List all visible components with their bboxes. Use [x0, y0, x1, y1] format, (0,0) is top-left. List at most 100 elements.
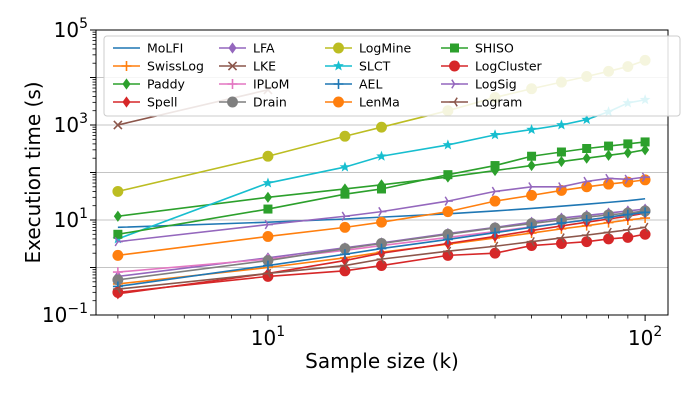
data-point-logcluster: [622, 231, 634, 243]
legend-item-lke: LKE: [219, 59, 276, 74]
data-point-shiso: [340, 189, 350, 199]
legend-item-drain: Drain: [219, 95, 287, 110]
x-tick-label: 101: [251, 324, 285, 350]
data-point-logsig: [444, 196, 453, 206]
legend-marker: [333, 96, 344, 108]
data-point-shiso: [604, 141, 614, 151]
legend-marker: [227, 79, 238, 89]
data-point-ael: [556, 218, 567, 229]
data-point-lke: [113, 120, 123, 130]
data-point-shiso: [376, 184, 386, 194]
legend-item-lenma: LenMa: [325, 95, 400, 110]
data-point-ael: [263, 260, 273, 271]
data-point-slct: [376, 150, 387, 161]
data-point-slct: [556, 119, 567, 130]
data-point-logcluster: [581, 236, 593, 248]
data-point-ael: [442, 234, 453, 245]
series-ael: [112, 207, 651, 292]
data-point-paddy: [113, 210, 122, 222]
data-point-shiso: [443, 170, 453, 180]
series-line-molfi: [117, 197, 646, 229]
data-point-paddy: [604, 149, 613, 161]
data-point-logsig: [378, 206, 387, 217]
y-tick-label: 105: [54, 16, 88, 42]
data-point-logcluster: [376, 260, 387, 271]
data-point-shiso: [582, 144, 592, 154]
legend-item-swisslog: SwissLog: [113, 59, 204, 74]
legend-marker: [333, 42, 344, 54]
legend-label: MoLFI: [147, 41, 183, 56]
legend: MoLFI SwissLog Paddy Spell LFA LKE IPLoM Drain L…: [103, 35, 681, 117]
data-point-logcluster: [639, 228, 651, 240]
data-point-logsig: [264, 219, 273, 230]
data-point-shiso: [263, 204, 273, 214]
data-point-ael: [603, 212, 614, 223]
data-point-lenma: [603, 178, 615, 190]
data-point-ael: [526, 222, 537, 233]
data-point-logram: [442, 246, 452, 256]
data-point-lenma: [112, 249, 124, 261]
data-point-paddy: [263, 191, 273, 203]
legend-marker: [451, 79, 460, 89]
data-point-slct: [339, 161, 351, 172]
y-tick-label: 10−1: [42, 301, 88, 327]
legend-marker: [122, 96, 131, 108]
ticks: 101 102 10−1 101 103 105: [42, 16, 662, 350]
legend-label: SwissLog: [147, 59, 204, 74]
legend-item-logmine: LogMine: [325, 41, 412, 56]
data-point-lenma: [581, 181, 593, 193]
legend-item-shiso: SHISO: [441, 41, 514, 56]
legend-marker: [333, 60, 344, 71]
legend-item-lfa: LFA: [219, 41, 275, 56]
data-point-logram: [622, 225, 632, 235]
data-point-shiso: [556, 147, 566, 157]
data-point-logsig: [641, 172, 651, 182]
data-point-logram: [556, 233, 565, 243]
data-point-paddy: [527, 159, 536, 172]
data-point-logsig: [624, 174, 633, 184]
data-point-lenma: [489, 195, 501, 207]
legend-label: SHISO: [475, 41, 514, 56]
series-shiso: [113, 137, 650, 239]
data-point-logram: [339, 260, 349, 271]
data-point-logsig: [114, 236, 123, 247]
data-point-slct: [526, 124, 537, 135]
data-point-paddy: [557, 155, 566, 168]
data-point-logcluster: [603, 233, 615, 245]
data-point-lenma: [262, 231, 274, 242]
series-logsig: [114, 172, 651, 247]
legend-label: Paddy: [147, 77, 186, 92]
data-point-shiso: [527, 151, 537, 161]
legend-item-logram: Logram: [441, 95, 522, 110]
data-point-logram: [376, 254, 385, 264]
data-point-ael: [622, 209, 633, 220]
legend-label: LFA: [253, 41, 275, 56]
legend-item-spell: Spell: [113, 95, 178, 110]
legend-label: LKE: [253, 59, 276, 74]
legend-marker: [228, 42, 237, 54]
legend-label: LogMine: [359, 41, 412, 56]
data-point-slct: [442, 139, 454, 150]
data-point-spell: [340, 254, 349, 267]
data-point-logram: [526, 236, 535, 247]
series-line-logram: [117, 226, 646, 290]
legend-label: SLCT: [359, 59, 391, 74]
legend-item-logcluster: LogCluster: [441, 59, 543, 74]
data-point-logram: [640, 222, 649, 233]
data-point-logmine: [262, 150, 274, 162]
data-point-logmine: [112, 185, 124, 197]
data-point-paddy: [623, 147, 632, 159]
legend-label: LogCluster: [475, 59, 543, 74]
data-point-logram: [603, 227, 612, 238]
data-point-slct: [581, 114, 592, 125]
legend-marker: [333, 79, 344, 89]
legend-label: LogSig: [475, 77, 517, 92]
data-point-slct: [489, 129, 501, 140]
data-point-shiso: [640, 137, 650, 147]
legend-item-iplom: IPLoM: [219, 77, 289, 92]
data-point-lenma: [442, 206, 454, 218]
legend-marker: [449, 97, 458, 107]
data-point-logcluster: [555, 238, 567, 249]
legend-item-slct: SLCT: [325, 59, 391, 74]
data-point-logcluster: [489, 247, 501, 259]
